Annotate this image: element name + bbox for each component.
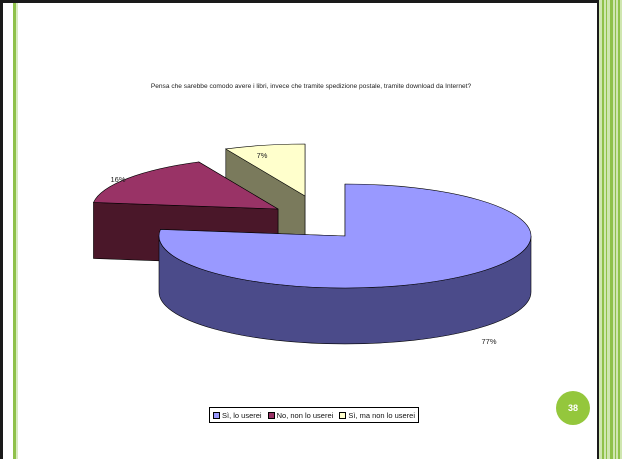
slide-left-border bbox=[0, 0, 3, 459]
chart-legend: Sì, lo userei No, non lo userei Sì, ma n… bbox=[209, 407, 420, 423]
slide-right-decoration bbox=[597, 0, 622, 459]
legend-label-si-ma-non-lo-userei: Sì, ma non lo userei bbox=[348, 410, 416, 420]
pie-slice-si-ma-non-lo-userei bbox=[224, 143, 306, 253]
pie-top-no-non-lo-userei bbox=[93, 161, 279, 210]
legend-item-si-lo-userei: Sì, lo userei bbox=[213, 411, 262, 420]
pie-slices bbox=[93, 143, 532, 345]
data-label-si-lo-userei: 77% bbox=[481, 337, 496, 346]
legend-swatch-si-ma-non-lo-userei bbox=[339, 411, 347, 419]
slide-top-border bbox=[0, 0, 622, 3]
slide-left-inner-line bbox=[13, 3, 18, 459]
legend-label-si-lo-userei: Sì, lo userei bbox=[222, 410, 262, 420]
legend-swatch-si-lo-userei bbox=[213, 411, 220, 419]
legend-swatch-no-non-lo-userei bbox=[267, 411, 275, 419]
page-number-badge: 38 bbox=[556, 391, 590, 425]
pie-top-si-ma-non-lo-userei bbox=[224, 143, 306, 197]
legend-item-si-ma-non-lo-userei: Sì, ma non lo userei bbox=[339, 411, 415, 420]
chart-title: Pensa che sarebbe comodo avere i libri, … bbox=[151, 83, 472, 90]
data-label-no-non-lo-userei: 16% bbox=[110, 175, 125, 184]
legend-label-no-non-lo-userei: No, non lo userei bbox=[276, 410, 334, 420]
pie-top-si-lo-userei bbox=[158, 183, 532, 289]
legend-item-no-non-lo-userei: No, non lo userei bbox=[267, 410, 334, 420]
data-label-si-ma-non-lo-userei: 7% bbox=[257, 151, 268, 160]
pie-slice-si-lo-userei bbox=[158, 183, 532, 345]
